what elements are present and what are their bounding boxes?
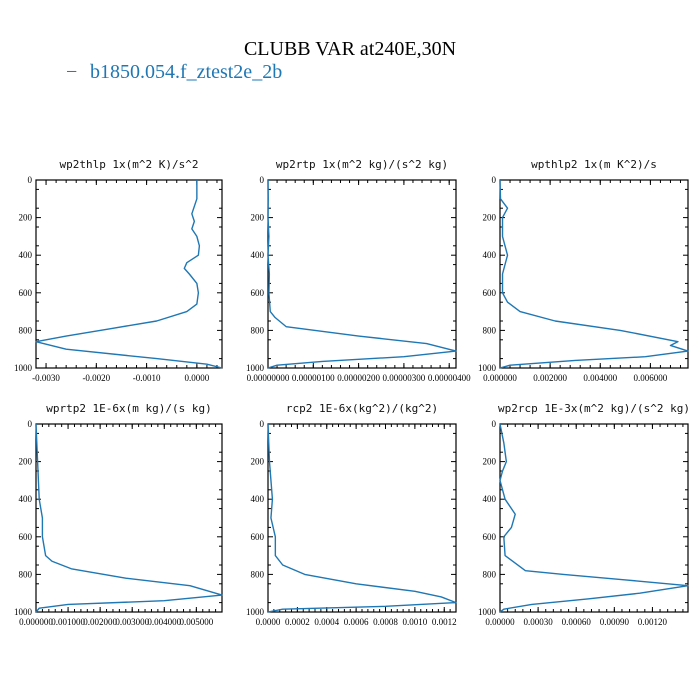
x-tick-label: -0.0030 xyxy=(32,373,60,383)
y-tick-label: 800 xyxy=(483,325,497,335)
x-tick-label: 0.0004 xyxy=(314,617,339,627)
legend-line-icon: − xyxy=(66,61,77,83)
x-tick-label: 0.00000100 xyxy=(292,373,335,383)
plot-frame xyxy=(35,179,223,369)
y-tick-label: 600 xyxy=(251,532,265,542)
figure-title: CLUBB VAR at240E,30N xyxy=(244,38,456,60)
x-tick-label: 0.00000200 xyxy=(337,373,380,383)
plot-frame xyxy=(499,423,689,613)
x-tick-label: 0.0012 xyxy=(432,617,457,627)
x-tick-label: 0.00090 xyxy=(600,617,630,627)
y-tick-label: 200 xyxy=(19,213,33,223)
x-tick-label: 0.004000 xyxy=(583,373,617,383)
plot-frame xyxy=(267,423,457,613)
x-tick-label: 0.0000 xyxy=(256,617,281,627)
y-tick-label: 800 xyxy=(19,325,33,335)
legend: − b1850.054.f_ztest2e_2b xyxy=(66,61,282,83)
x-tick-label: 0.0006 xyxy=(344,617,369,627)
legend-label: b1850.054.f_ztest2e_2b xyxy=(90,61,282,83)
y-tick-label: 200 xyxy=(251,213,265,223)
panel-title: wp2thlp 1x(m^2 K)/s^2 xyxy=(59,158,198,171)
y-tick-label: 0 xyxy=(260,175,265,185)
y-tick-label: 800 xyxy=(483,569,497,579)
x-tick-label: 0.003000 xyxy=(115,617,149,627)
panel-4: wprtp2 1E-6x(m kg)/(s kg) 0 200 400 600 800 10… xyxy=(14,402,223,627)
y-tick-label: 600 xyxy=(483,288,497,298)
panel-3: wpthlp2 1x(m K^2)/s020040060080010000.00… xyxy=(478,158,689,383)
y-tick-label: 600 xyxy=(483,532,497,542)
x-tick-label: 0.002000 xyxy=(533,373,567,383)
y-tick-label: 1000 xyxy=(14,607,33,617)
y-tick-label: 400 xyxy=(483,494,497,504)
y-tick-label: 800 xyxy=(251,569,265,579)
x-tick-label: 0.000000 xyxy=(19,617,53,627)
panel-title: rcp2 1E-6x(kg^2)/(kg^2) xyxy=(286,402,438,415)
x-tick-label: 0.001000 xyxy=(51,617,85,627)
x-tick-label: 0.00000 xyxy=(485,617,515,627)
panel-title: wpthlp2 1x(m K^2)/s xyxy=(531,158,657,171)
x-tick-label: 0.00060 xyxy=(562,617,592,627)
y-tick-label: 1000 xyxy=(246,363,265,373)
panel-6: wp2rcp 1E-3x(m^2 kg)/(s^2 kg)0 200 400 600 8… xyxy=(478,402,690,627)
y-tick-label: 1000 xyxy=(478,363,497,373)
y-tick-label: 400 xyxy=(19,250,33,260)
y-tick-label: 600 xyxy=(19,288,33,298)
y-tick-label: 0 xyxy=(492,175,497,185)
y-tick-label: 0 xyxy=(260,419,265,429)
x-tick-label: 0.00000000 xyxy=(247,373,290,383)
y-tick-label: 1000 xyxy=(478,607,497,617)
x-tick-label: 0.005000 xyxy=(179,617,213,627)
y-tick-label: 400 xyxy=(251,494,265,504)
y-tick-label: 0 xyxy=(28,175,33,185)
x-tick-label: -0.0010 xyxy=(133,373,161,383)
y-tick-label: 200 xyxy=(483,457,497,467)
panel-2: wp2rtp 1x(m^2 kg)/(s^2 kg) 0 200 400 600 800 1… xyxy=(246,158,471,383)
series-line xyxy=(35,423,223,613)
x-tick-label: 0.00030 xyxy=(523,617,553,627)
panel-title: wprtp2 1E-6x(m kg)/(s kg) xyxy=(46,402,212,415)
series-line xyxy=(267,423,457,613)
x-tick-label: 0.00000400 xyxy=(428,373,471,383)
x-tick-label: -0.0020 xyxy=(82,373,110,383)
y-tick-label: 1000 xyxy=(246,607,265,617)
series-line xyxy=(35,180,223,369)
panel-title: wp2rtp 1x(m^2 kg)/(s^2 kg) xyxy=(276,158,448,171)
x-tick-label: 0.0010 xyxy=(403,617,428,627)
series-line xyxy=(267,179,457,369)
y-tick-label: 800 xyxy=(19,569,33,579)
panels: wp2thlp 1x(m^2 K)/s^202004006008001000-0… xyxy=(14,158,690,627)
x-tick-label: 0.002000 xyxy=(83,617,117,627)
y-tick-label: 0 xyxy=(28,419,33,429)
y-tick-label: 400 xyxy=(483,250,497,260)
y-tick-label: 0 xyxy=(492,419,497,429)
series-line xyxy=(499,423,689,613)
y-tick-label: 1000 xyxy=(14,363,33,373)
x-tick-label: 0.0002 xyxy=(285,617,310,627)
y-tick-label: 400 xyxy=(251,250,265,260)
y-tick-label: 200 xyxy=(483,213,497,223)
plot-frame xyxy=(35,423,223,613)
x-tick-label: 0.006000 xyxy=(634,373,668,383)
x-tick-label: 0.004000 xyxy=(147,617,181,627)
x-tick-label: 0.0008 xyxy=(373,617,398,627)
y-tick-label: 200 xyxy=(19,457,33,467)
panel-5: rcp2 1E-6x(kg^2)/(kg^2) 0 200 400 600 800 1000… xyxy=(246,402,457,627)
panel-1: wp2thlp 1x(m^2 K)/s^202004006008001000-0… xyxy=(14,158,223,383)
series-line xyxy=(499,179,689,369)
plot-frame xyxy=(267,179,457,369)
panel-title: wp2rcp 1E-3x(m^2 kg)/(s^2 kg) xyxy=(498,402,690,415)
x-tick-label: 0.00120 xyxy=(638,617,668,627)
y-tick-label: 600 xyxy=(19,532,33,542)
y-tick-label: 400 xyxy=(19,494,33,504)
y-tick-label: 600 xyxy=(251,288,265,298)
plot-frame xyxy=(499,179,689,369)
y-tick-label: 200 xyxy=(251,457,265,467)
x-tick-label: 0.0000 xyxy=(184,373,209,383)
x-tick-label: 0.00000300 xyxy=(383,373,426,383)
x-tick-label: 0.000000 xyxy=(483,373,517,383)
y-tick-label: 800 xyxy=(251,325,265,335)
